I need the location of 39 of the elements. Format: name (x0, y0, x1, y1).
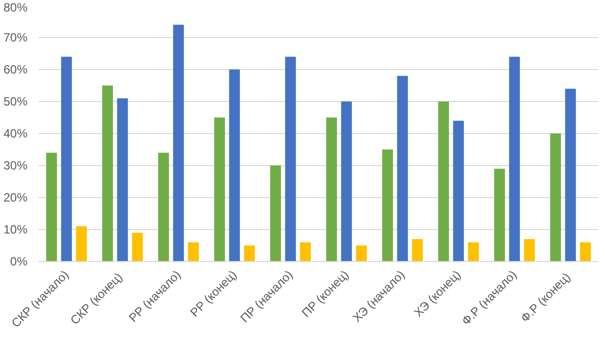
y-tick-label: 10% (3, 222, 28, 236)
bar (229, 70, 240, 262)
y-tick-label: 20% (3, 190, 28, 204)
bar (524, 239, 535, 262)
y-tick-label: 60% (3, 62, 28, 76)
bar (102, 86, 113, 262)
bar (117, 98, 128, 262)
bar (438, 102, 449, 262)
bar (494, 168, 505, 262)
bar (397, 76, 408, 262)
y-tick-label: 0% (10, 254, 28, 268)
bar (453, 120, 464, 262)
y-tick-label: 30% (3, 158, 28, 172)
bar (580, 242, 591, 262)
bar (46, 152, 57, 262)
y-tick-label: 70% (3, 30, 28, 44)
bar (76, 226, 87, 262)
bar (270, 166, 281, 262)
bar (132, 232, 143, 262)
bar (341, 102, 352, 262)
bar (356, 246, 367, 262)
bar (468, 242, 479, 262)
bar (300, 242, 311, 262)
y-tick-label: 80% (3, 0, 28, 14)
bar (285, 56, 296, 262)
bar (173, 24, 184, 262)
bar (244, 246, 255, 262)
bar (158, 152, 169, 262)
bar (214, 118, 225, 262)
bar (61, 56, 72, 262)
y-tick-label: 50% (3, 94, 28, 108)
bar (565, 88, 576, 262)
y-tick-label: 40% (3, 126, 28, 140)
bar (550, 134, 561, 262)
bar (412, 239, 423, 262)
bar (509, 56, 520, 262)
bar (188, 242, 199, 262)
bar (382, 150, 393, 262)
bar (326, 118, 337, 262)
